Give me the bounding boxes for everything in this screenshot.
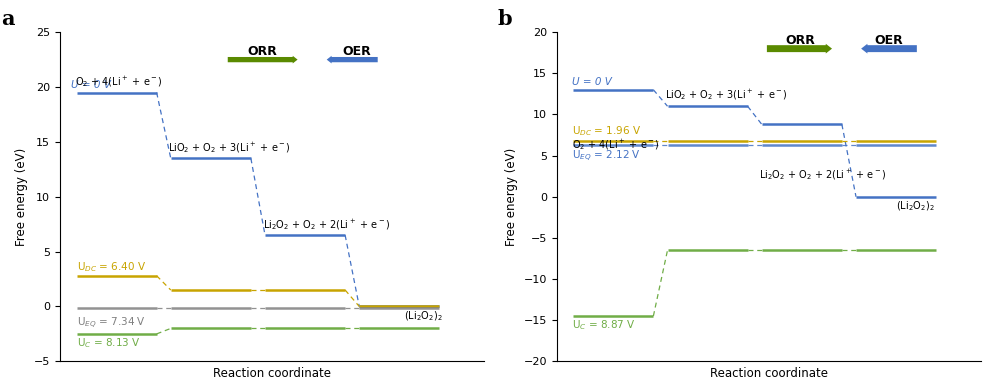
Text: a: a bbox=[1, 9, 14, 29]
Text: LiO$_2$ + O$_2$ + 3(Li$^+$ + e$^-$): LiO$_2$ + O$_2$ + 3(Li$^+$ + e$^-$) bbox=[169, 140, 291, 155]
Y-axis label: Free energy (eV): Free energy (eV) bbox=[16, 148, 29, 246]
Y-axis label: Free energy (eV): Free energy (eV) bbox=[505, 148, 518, 246]
Text: Li$_2$O$_2$ + O$_2$ + 2(Li$^+$ + e$^-$): Li$_2$O$_2$ + O$_2$ + 2(Li$^+$ + e$^-$) bbox=[760, 167, 887, 182]
Text: (Li$_2$O$_2$)$_2$: (Li$_2$O$_2$)$_2$ bbox=[896, 199, 934, 213]
Text: OER: OER bbox=[342, 45, 371, 58]
Text: LiO$_2$ + O$_2$ + 3(Li$^+$ + e$^-$): LiO$_2$ + O$_2$ + 3(Li$^+$ + e$^-$) bbox=[666, 88, 788, 102]
X-axis label: Reaction coordinate: Reaction coordinate bbox=[213, 367, 331, 380]
Text: (Li$_2$O$_2$)$_2$: (Li$_2$O$_2$)$_2$ bbox=[404, 310, 442, 323]
Text: b: b bbox=[497, 9, 512, 29]
Text: OER: OER bbox=[874, 34, 903, 47]
Text: Li$_2$O$_2$ + O$_2$ + 2(Li$^+$ + e$^-$): Li$_2$O$_2$ + O$_2$ + 2(Li$^+$ + e$^-$) bbox=[263, 217, 390, 232]
Text: U$_{C}$ = 8.87 V: U$_{C}$ = 8.87 V bbox=[571, 319, 635, 332]
Text: O$_2$ + 4(Li$^+$ + e$^-$): O$_2$ + 4(Li$^+$ + e$^-$) bbox=[75, 75, 163, 89]
Text: ORR: ORR bbox=[785, 34, 814, 47]
Text: U$_{EQ}$ = 7.34 V: U$_{EQ}$ = 7.34 V bbox=[77, 316, 146, 332]
Text: U = 0 V: U = 0 V bbox=[71, 80, 111, 90]
Text: U = 0 V: U = 0 V bbox=[571, 77, 612, 87]
Text: U$_{DC}$ = 1.96 V: U$_{DC}$ = 1.96 V bbox=[571, 125, 641, 138]
X-axis label: Reaction coordinate: Reaction coordinate bbox=[710, 367, 828, 380]
Text: U$_{DC}$ = 6.40 V: U$_{DC}$ = 6.40 V bbox=[77, 260, 147, 274]
Text: U$_{EQ}$ = 2.12 V: U$_{EQ}$ = 2.12 V bbox=[571, 149, 641, 164]
Text: O$_2$ + 4(Li$^+$ + e$^-$): O$_2$ + 4(Li$^+$ + e$^-$) bbox=[571, 137, 660, 151]
Text: ORR: ORR bbox=[248, 45, 278, 58]
Text: U$_{C}$ = 8.13 V: U$_{C}$ = 8.13 V bbox=[77, 336, 141, 350]
